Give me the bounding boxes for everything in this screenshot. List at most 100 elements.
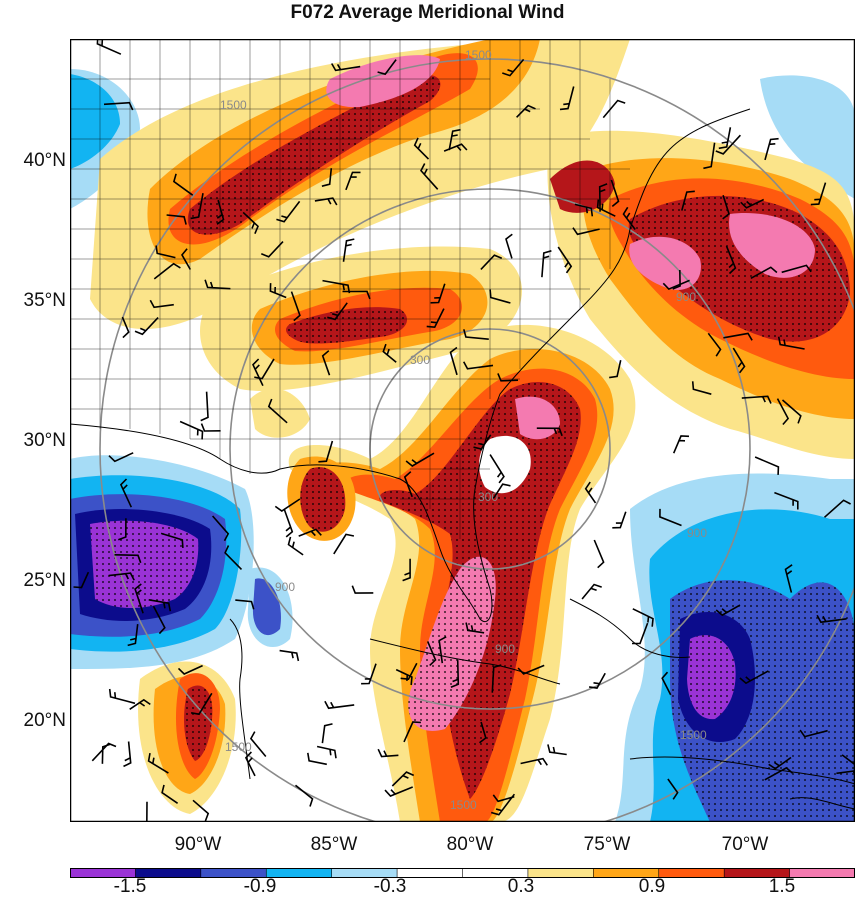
wind-barb — [377, 748, 399, 758]
wind-barb — [609, 360, 622, 379]
wind-barb — [108, 572, 135, 581]
wind-barb — [707, 332, 722, 357]
wind-barb — [632, 608, 654, 627]
wind-barb — [559, 86, 575, 111]
wind-barb — [402, 558, 411, 582]
wind-barb — [267, 398, 288, 424]
wind-barb — [405, 452, 435, 467]
wind-barb — [181, 248, 191, 270]
wind-barb — [161, 784, 179, 804]
wind-barb — [166, 214, 187, 225]
wind-barb — [667, 778, 679, 800]
wind-barb — [400, 662, 418, 681]
wind-barb — [661, 671, 672, 696]
wind-barb — [723, 332, 753, 341]
wind-barb — [413, 137, 430, 160]
wind-barb — [216, 199, 225, 225]
wind-barb — [274, 498, 301, 512]
wind-barb — [391, 771, 415, 787]
wind-barb — [739, 670, 769, 685]
wind-barb — [662, 279, 690, 291]
wind-barb — [480, 254, 503, 270]
wind-barb — [361, 663, 377, 685]
wind-barb — [146, 801, 148, 822]
wind-barb — [781, 264, 812, 274]
wind-barb — [610, 179, 620, 208]
wind-barb — [520, 757, 548, 766]
wind-barb — [593, 539, 605, 569]
contour-label: 1500 — [225, 740, 252, 754]
latitude-label: 20°N — [23, 710, 66, 731]
wind-barb — [715, 134, 741, 155]
positive-wind-regions — [90, 39, 855, 822]
wind-barb — [774, 491, 799, 510]
latitude-label: 35°N — [23, 290, 66, 311]
wind-barb — [108, 452, 134, 463]
wind-barb — [294, 784, 314, 807]
wind-barb — [200, 423, 221, 432]
wind-barb — [588, 672, 606, 689]
wind-barb — [114, 554, 142, 564]
wind-barb — [430, 283, 446, 304]
wind-barb — [489, 289, 511, 304]
wind-barb — [179, 420, 204, 440]
wind-barb — [73, 571, 90, 589]
wind-barb — [781, 399, 802, 424]
wind-barb — [91, 742, 117, 762]
wind-barb — [517, 664, 545, 675]
wind-barb — [776, 398, 790, 426]
wind-barb — [438, 636, 447, 664]
wind-barb — [331, 63, 361, 72]
wind-barb — [127, 624, 139, 647]
longitude-label: 75°W — [583, 834, 631, 855]
wind-barb — [298, 528, 322, 537]
wind-barb — [351, 585, 374, 594]
longitude-label: 85°W — [310, 834, 358, 855]
wind-barb — [249, 731, 267, 758]
wind-barb — [777, 336, 805, 350]
wind-barb — [489, 454, 505, 484]
chart-title: F072 Average Meridional Wind — [290, 2, 565, 23]
wind-barb — [764, 766, 794, 781]
wind-barb — [118, 518, 127, 541]
wind-barb — [103, 101, 134, 111]
wind-barb — [211, 515, 230, 542]
wind-barb — [816, 614, 847, 624]
wind-barb — [672, 435, 690, 454]
wind-barb — [426, 308, 445, 329]
wind-barb — [490, 793, 516, 816]
wind-barb — [342, 290, 371, 300]
wind-barb — [479, 721, 487, 744]
wind-barb — [322, 279, 351, 294]
wind-barb — [574, 203, 594, 217]
wind-barb — [465, 622, 485, 634]
wind-barb — [153, 262, 181, 280]
wind-barb — [443, 143, 468, 152]
wind-barb — [557, 246, 573, 274]
wind-barb — [732, 347, 746, 374]
wind-barb — [318, 440, 334, 463]
wind-barb — [290, 291, 301, 322]
wind-barb — [536, 427, 563, 437]
wind-barb — [321, 723, 333, 744]
wind-barb — [596, 199, 616, 217]
contour-label: 900 — [687, 526, 707, 540]
wind-barb — [345, 171, 361, 191]
wind-barb — [741, 395, 772, 404]
wind-barb — [147, 752, 169, 774]
wind-barb — [276, 200, 301, 223]
wind-barbs — [73, 39, 855, 822]
wind-barb — [581, 583, 602, 600]
wind-barb — [129, 698, 151, 710]
colorbar-label: -0.3 — [373, 876, 407, 897]
contour-label: 1500 — [465, 48, 492, 62]
wind-barb — [810, 182, 827, 206]
wind-barb — [426, 641, 437, 666]
wind-barb — [584, 481, 597, 504]
wind-barb — [307, 752, 327, 766]
wind-barb — [681, 190, 695, 211]
wind-barb — [96, 39, 122, 55]
wind-barb — [612, 511, 627, 529]
wind-barb — [119, 478, 133, 508]
wind-barb — [718, 127, 732, 150]
